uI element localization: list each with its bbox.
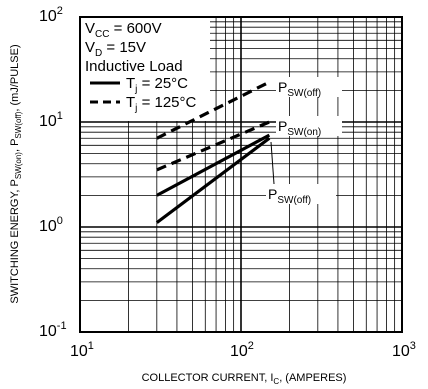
annotation-leader [270,141,275,185]
condition-vd: VD = 15V [85,39,146,59]
series-line-dashed-0 [156,80,271,140]
x-tick-label: 102 [230,340,254,360]
x-tick-label: 103 [392,340,416,360]
x-axis-title: COLLECTOR CURRENT, IC, (AMPERES) [142,372,347,386]
x-tick-label: 101 [70,340,94,360]
series-lines [155,80,271,224]
condition-load: Inductive Load [85,58,183,75]
y-tick-label: 100 [39,215,63,235]
x-tick-labels: 101 102 103 [70,340,416,360]
legend-entry-125c: Tj = 125°C [126,94,197,114]
legend-entry-25c: Tj = 25°C [126,75,188,95]
y-tick-label: 10-1 [39,320,67,340]
y-tick-label: 101 [39,110,63,130]
legend-box [80,17,210,121]
y-tick-label: 102 [39,5,63,25]
annotation-psw-off-125c: PSW(off) [278,79,321,99]
y-axis-title: SWITCHING ENERGY, PSW(on), PSW(off), (mJ… [9,44,23,303]
series-line-solid-2 [156,133,271,197]
y-tick-labels: 102 101 100 10-1 [39,5,67,340]
condition-vcc: VCC = 600V [85,20,162,40]
grid [80,17,402,332]
annotation-psw-off-25c: PSW(off) [268,186,311,206]
series-line-solid-3 [155,136,271,224]
annotation-bg [276,77,342,97]
plot-frame [79,16,403,333]
annotation-psw-on-125c: PSW(on) [278,118,321,138]
annotation-bg [266,184,336,204]
annotation-bg [276,116,342,136]
series-line-dashed-1 [156,120,270,172]
